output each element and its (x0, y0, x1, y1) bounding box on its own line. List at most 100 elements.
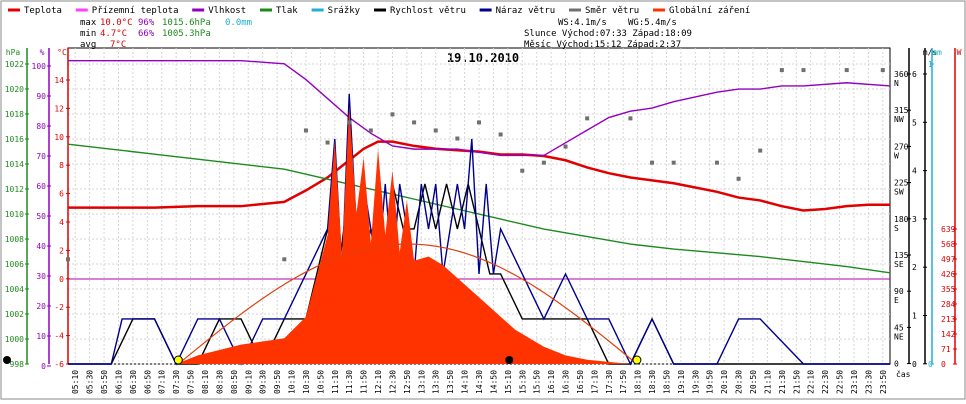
axis-tick-pct: 10 (36, 332, 46, 341)
stats-avg-label: avg (80, 40, 96, 50)
axis-unit-pct: % (40, 48, 45, 57)
x-tick-label: 11:30 (345, 370, 354, 394)
series-point-wind-dir (325, 140, 330, 145)
axis-unit-ms: m/s (923, 48, 938, 57)
legend-label: Srážky (328, 6, 361, 16)
axis-tick-hpa: 1022 (5, 60, 24, 69)
x-tick-label: 13:30 (432, 370, 441, 394)
moonrise-marker (505, 356, 514, 364)
x-tick-label: 15:10 (504, 370, 513, 394)
legend-label: Rychlost větru (390, 6, 466, 16)
legend-label: Tlak (276, 6, 298, 16)
axis-tick-mm: 0 (928, 360, 933, 369)
axis-tick-temp: 2 (59, 246, 64, 255)
axis-tick-temp: 8 (59, 161, 64, 170)
series-point-wind-dir (671, 160, 676, 165)
x-axis-label: čas (896, 369, 911, 379)
series-point-wind-dir (541, 160, 546, 165)
stats-min-press: 1005.3hPa (162, 29, 211, 39)
x-tick-label: 21:30 (778, 370, 787, 394)
legend-label: Náraz větru (496, 6, 556, 16)
x-tick-label: 06:50 (143, 370, 152, 394)
x-tick-label: 17:30 (605, 370, 614, 394)
x-tick-label: 21:10 (763, 370, 772, 394)
stats-moon: Měsíc Východ:15:12 Západ:2:37 (524, 40, 681, 50)
axis-tick-w: 568 (941, 240, 956, 249)
stats-max-temp: 10.0°C (100, 18, 133, 28)
axis-tick-ms: 4 (912, 167, 917, 176)
axis-tick-w: 355 (941, 285, 956, 294)
axis-tick-pct: 80 (36, 122, 46, 131)
x-tick-label: 17:10 (590, 370, 599, 394)
axis-tick-hpa: 1016 (5, 135, 24, 144)
axis-tick-ms: 1 (912, 312, 917, 321)
x-tick-label: 10:30 (302, 370, 311, 394)
series-point-wind-dir (66, 257, 70, 262)
x-tick-label: 17:50 (619, 370, 628, 394)
stats-min-temp: 4.7°C (100, 29, 127, 39)
series-point-wind-dir (650, 160, 655, 165)
x-tick-label: 18:50 (662, 370, 671, 394)
axis-tick-temp: 6 (59, 190, 64, 199)
legend: Teplota Přízemní teplota Vlhkost Tlak Srážky… (8, 6, 750, 16)
axis-tick-pct: 90 (36, 92, 46, 101)
x-tick-label: 19:30 (691, 370, 700, 394)
x-tick-label: 16:10 (547, 370, 556, 394)
axis-tick-ms: 2 (912, 263, 917, 272)
x-tick-label: 05:10 (71, 370, 80, 394)
axis-unit-mm: mm (932, 48, 942, 57)
axis-tick-pct: 100 (32, 62, 47, 71)
x-tick-label: 11:50 (360, 370, 369, 394)
x-tick-label: 22:30 (821, 370, 830, 394)
stats-wg: WG:5.4m/s (628, 18, 677, 28)
x-tick-label: 08:50 (230, 370, 239, 394)
sunset-marker (632, 355, 642, 365)
series-point-wind-dir (758, 148, 763, 153)
axis-tick-w: 426 (941, 270, 956, 279)
series-point-wind-dir (880, 68, 885, 73)
axis-tick-hpa: 1014 (5, 160, 24, 169)
series-point-wind-dir (520, 168, 525, 173)
stats-max-press: 1015.6hPa (162, 18, 211, 28)
x-tick-label: 21:50 (792, 370, 801, 394)
series-area-radiation (68, 105, 890, 364)
series (66, 59, 891, 366)
x-tick-label: 05:50 (100, 370, 109, 394)
x-tick-label: 18:30 (648, 370, 657, 394)
stats-min-label: min (80, 29, 96, 39)
x-tick-label: 18:10 (634, 370, 643, 394)
stats-min-hum: 66% (138, 29, 155, 39)
axis-tick-dir: 135 (894, 251, 909, 260)
axis-tick-dir: 225 (894, 179, 909, 188)
x-tick-label: 07:10 (158, 370, 167, 394)
axis-tick-pct: 0 (41, 362, 46, 371)
clear-sky-curve (177, 243, 633, 365)
axis-tick-pct: 50 (36, 212, 46, 221)
legend-label: Globální záření (669, 6, 750, 16)
series-point-wind-dir (779, 68, 784, 73)
sunrise-marker (173, 355, 183, 365)
axis-tick-dir-dir: SE (894, 260, 904, 269)
x-tick-label: 20:30 (735, 370, 744, 394)
x-tick-label: 23:30 (864, 370, 873, 394)
axis-tick-dir: 90 (894, 287, 904, 296)
x-tick-label: 15:30 (518, 370, 527, 394)
axis-tick-hpa: 1000 (5, 335, 24, 344)
series-point-wind-dir (628, 116, 633, 121)
axis-tick-dir: 360 (894, 70, 909, 79)
axis-tick-temp: -4 (54, 332, 64, 341)
x-tick-label: 14:10 (461, 370, 470, 394)
series-point-wind-dir (477, 120, 481, 125)
x-tick-label: 16:50 (576, 370, 585, 394)
axis-tick-hpa: 1008 (5, 235, 24, 244)
x-tick-label: 10:50 (316, 370, 325, 394)
axes: hPa1022102010181016101410121010100810061… (5, 48, 962, 371)
axis-tick-dir-dir: S (894, 224, 899, 233)
axis-tick-ms: 5 (912, 118, 917, 127)
x-tick-label: 12:30 (388, 370, 397, 394)
series-point-wind-dir (714, 160, 719, 165)
axis-tick-temp: -2 (54, 303, 64, 312)
axis-tick-mm: 1 (928, 60, 933, 69)
